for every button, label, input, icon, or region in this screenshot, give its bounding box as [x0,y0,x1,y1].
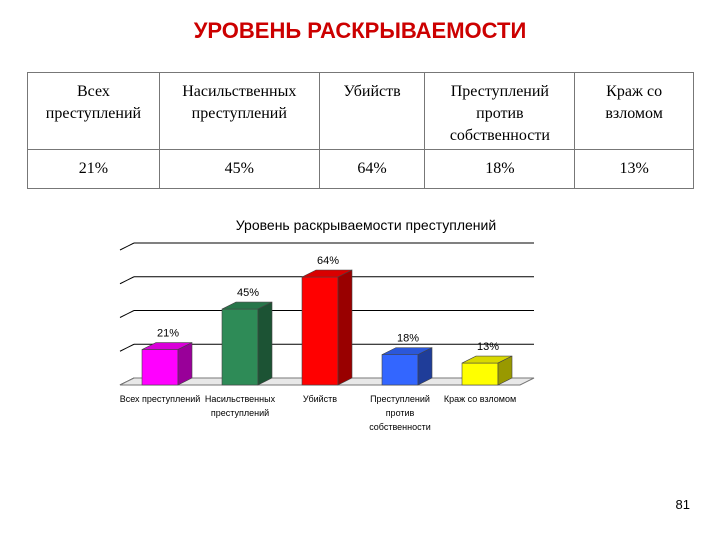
bar-side [177,342,193,386]
page-number: 81 [675,497,690,512]
table-cell: 64% [318,149,426,189]
bar [141,349,179,386]
data-label: 13% [477,341,499,353]
chart-title: Уровень раскрываемости преступлений [236,217,496,233]
table-header-row: Всех преступлений Насильственных преступ… [27,72,694,150]
bar-side [417,347,433,386]
bar-side [257,301,273,386]
data-label: 18% [397,333,419,345]
bar-side [497,355,513,386]
table-cell: 45% [158,149,320,189]
tick-label: Насильственных преступлений [205,394,276,418]
table-header-cell: Преступлений против собственности [424,72,576,150]
bar [461,362,499,386]
tick-label: Всех преступлений [120,394,201,404]
gridline-side [119,310,135,318]
bar [301,276,339,386]
table-header-cell: Всех преступлений [27,72,160,150]
tick-label: Краж со взломом [444,394,516,404]
table-header-cell: Убийств [318,72,426,150]
table-row: 21% 45% 64% 18% 13% [27,149,694,189]
bar-chart: Уровень раскрываемости преступлений 21% Вс… [119,217,535,432]
table-cell: 13% [574,149,694,189]
tick-label: Убийств [303,394,337,404]
bar [221,308,259,386]
table-cell: 21% [27,149,160,189]
gridline-side [119,343,135,352]
stats-table: Всех преступлений Насильственных преступ… [27,72,694,189]
gridline-side [119,276,135,285]
data-label: 21% [157,328,179,340]
data-label: 45% [237,287,259,299]
bar-side [337,269,353,386]
data-label: 64% [317,255,339,267]
tick-label: Преступлений против собственности [369,394,431,432]
bar [381,354,419,386]
table-cell: 18% [424,149,576,189]
page-title: УРОВЕНЬ РАСКРЫВАЕМОСТИ [193,18,527,43]
table-header-cell: Краж со взломом [574,72,694,150]
gridline-side [119,242,135,251]
table-header-cell: Насильственных преступлений [158,72,320,150]
